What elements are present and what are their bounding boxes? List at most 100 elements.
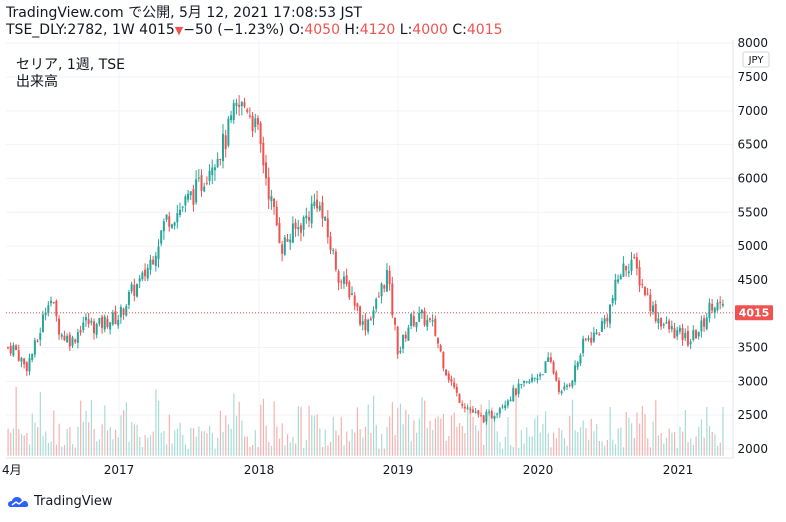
volume-bar xyxy=(166,444,168,456)
volume-bar xyxy=(206,433,208,456)
candle-body xyxy=(41,314,44,333)
volume-bar xyxy=(289,442,291,456)
y-tick-label: 3500 xyxy=(737,341,768,355)
candle-body xyxy=(44,312,47,316)
volume-bar xyxy=(39,391,41,456)
candle-body xyxy=(442,351,445,369)
volume-bar xyxy=(617,428,619,456)
volume-bar xyxy=(201,431,203,456)
close-value: 4015 xyxy=(466,22,503,38)
candle-body xyxy=(213,167,216,171)
candle-body xyxy=(388,270,391,285)
x-tick-label: 2020 xyxy=(523,463,554,477)
tradingview-logo[interactable]: TradingView xyxy=(8,494,113,509)
volume-bar xyxy=(109,427,111,456)
candle-body xyxy=(549,357,552,362)
volume-bar xyxy=(128,441,130,456)
y-tick-label: 5500 xyxy=(737,205,768,219)
candle-body xyxy=(638,267,641,286)
candle-body xyxy=(697,332,700,337)
candle-body xyxy=(369,318,372,321)
candle-body xyxy=(125,306,128,316)
volume-bar xyxy=(445,440,447,456)
candle-body xyxy=(302,217,305,230)
candle-body xyxy=(713,307,716,313)
volume-bar xyxy=(55,444,58,456)
candle-body xyxy=(93,321,95,334)
candle-body xyxy=(216,158,219,167)
volume-bar xyxy=(499,442,501,456)
candle-body xyxy=(536,378,539,380)
candle-body xyxy=(200,175,203,191)
candle-body xyxy=(321,202,324,219)
candle-body xyxy=(563,386,566,390)
volume-bar xyxy=(321,446,324,456)
volume-bar xyxy=(448,435,450,456)
candle-body xyxy=(488,411,491,413)
candle-body xyxy=(227,118,230,146)
volume-bar xyxy=(609,407,611,456)
volume-bar xyxy=(254,429,256,456)
volume-bar xyxy=(639,423,641,456)
volume-bar xyxy=(155,389,157,456)
y-tick-label: 7500 xyxy=(737,70,768,84)
volume-bar xyxy=(657,435,660,456)
volume-bar xyxy=(437,416,439,456)
low-value: 4000 xyxy=(412,22,448,38)
volume-bar xyxy=(330,441,332,456)
candle-body xyxy=(353,295,356,306)
volume-bar xyxy=(184,444,187,456)
volume-bar xyxy=(362,437,364,456)
candle-body xyxy=(523,380,525,383)
volume-bar xyxy=(633,437,635,456)
volume-bar xyxy=(354,432,356,456)
candle-body xyxy=(286,239,289,242)
candle-body xyxy=(52,302,55,304)
volume-bar xyxy=(722,407,724,456)
volume-bar xyxy=(246,436,248,456)
candle-body xyxy=(136,284,138,297)
candle-body xyxy=(316,199,319,209)
candle-body xyxy=(71,337,74,346)
volume-bar xyxy=(577,431,579,456)
volume-bar xyxy=(74,447,76,456)
volume-bar xyxy=(590,418,592,456)
volume-bar xyxy=(491,407,493,456)
candle-body xyxy=(324,216,327,221)
volume-bar xyxy=(93,428,95,456)
volume-bar xyxy=(574,430,576,456)
volume-bar xyxy=(373,395,375,456)
candle-body xyxy=(243,102,246,107)
volume-bar xyxy=(571,399,574,456)
volume-bar xyxy=(63,445,66,456)
candle-body xyxy=(592,332,595,342)
candle-body xyxy=(541,374,544,376)
candle-body xyxy=(270,196,273,202)
candle-body xyxy=(25,362,28,372)
volume-bar xyxy=(690,438,692,456)
volume-bar xyxy=(338,435,340,456)
volume-bar xyxy=(120,415,122,456)
candle-body xyxy=(361,321,364,325)
x-tick-label: 2017 xyxy=(104,463,135,477)
volume-bar xyxy=(510,445,512,456)
volume-bar xyxy=(96,441,98,456)
candle-body xyxy=(60,334,63,337)
candle-body xyxy=(230,115,233,121)
candle-body xyxy=(434,318,437,336)
volume-bar xyxy=(230,428,232,456)
volume-bar xyxy=(397,408,399,456)
volume-bar xyxy=(383,448,385,456)
price-change: −50 (−1.23%) xyxy=(183,22,285,38)
volume-bar xyxy=(82,421,84,456)
candle-body xyxy=(192,189,195,205)
candle-body xyxy=(205,182,208,184)
candle-body xyxy=(619,275,622,280)
candle-body xyxy=(98,317,101,324)
candle-body xyxy=(719,301,722,304)
candle-body xyxy=(251,115,254,132)
candle-body xyxy=(466,407,469,409)
volume-bar xyxy=(10,432,12,456)
candle-body xyxy=(259,123,262,145)
